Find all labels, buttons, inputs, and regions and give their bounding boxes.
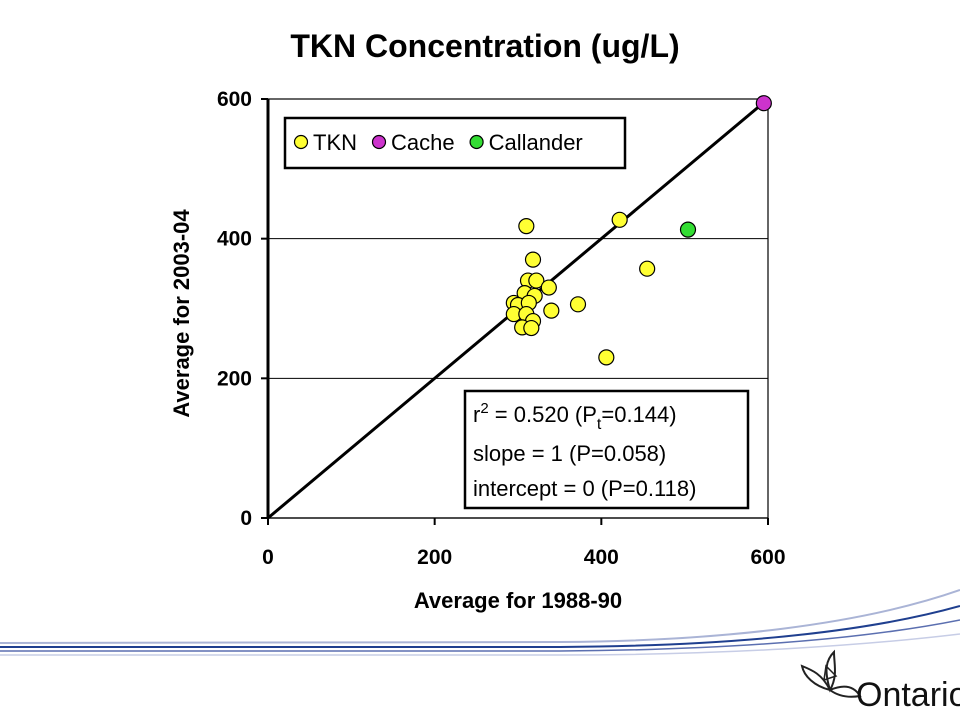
footer-swoosh bbox=[0, 589, 960, 656]
point-tkn bbox=[639, 260, 656, 277]
x-tick-label: 0 bbox=[262, 546, 274, 569]
plot-area: 0 200 400 600 0 200 400 600 Average for 1988-90 A… bbox=[169, 88, 786, 613]
point-tkn bbox=[523, 319, 540, 337]
legend-label-cache: Cache bbox=[391, 130, 455, 155]
point-tkn bbox=[518, 217, 535, 235]
point-tkn bbox=[598, 349, 615, 366]
x-tick-label: 200 bbox=[417, 546, 452, 569]
trillium-icon bbox=[800, 649, 862, 698]
y-tick-label: 0 bbox=[240, 507, 252, 530]
legend-label-callander: Callander bbox=[489, 130, 583, 155]
point-tkn bbox=[540, 279, 557, 296]
stats-box bbox=[463, 389, 750, 510]
legend-marker-cache bbox=[371, 134, 387, 150]
ontario-wordmark: Ontario bbox=[856, 676, 960, 714]
stats-slope: slope = 1 (P=0.058) bbox=[473, 441, 666, 466]
stats-intercept: intercept = 0 (P=0.118) bbox=[473, 476, 696, 501]
legend-box bbox=[283, 116, 627, 170]
y-axis-title: Average for 2003-04 bbox=[169, 209, 194, 418]
stats-r-squared: r2 = 0.520 (Pt=0.144) bbox=[473, 400, 677, 433]
chart-title: TKN Concentration (ug/L) bbox=[290, 28, 680, 64]
legend-label-tkn: TKN bbox=[313, 130, 357, 155]
legend-marker-tkn bbox=[293, 134, 309, 150]
legend-marker-callander bbox=[469, 134, 484, 150]
ontario-logo: Ontario bbox=[800, 649, 960, 714]
point-cache bbox=[755, 95, 772, 112]
y-tick-label: 600 bbox=[217, 88, 252, 111]
point-tkn bbox=[543, 302, 560, 319]
y-tick-label: 400 bbox=[217, 228, 252, 251]
point-tkn bbox=[569, 296, 587, 313]
x-tick-label: 400 bbox=[584, 546, 619, 569]
y-tick-label: 200 bbox=[217, 367, 252, 390]
x-tick-label: 600 bbox=[750, 546, 785, 569]
x-axis-title: Average for 1988-90 bbox=[414, 588, 622, 613]
point-tkn bbox=[524, 251, 542, 268]
point-tkn bbox=[611, 211, 628, 228]
point-callander bbox=[679, 221, 697, 238]
